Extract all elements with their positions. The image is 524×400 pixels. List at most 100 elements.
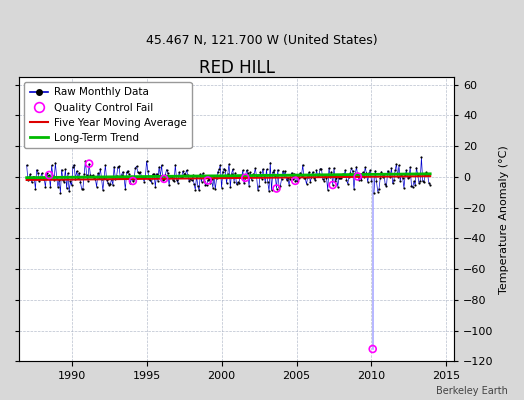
Point: [206, 179, 214, 186]
Point: [237, 174, 246, 181]
Point: [166, 172, 174, 179]
Point: [374, 188, 382, 195]
Point: [196, 171, 204, 178]
Point: [391, 166, 399, 173]
Point: [161, 172, 170, 178]
Point: [313, 173, 322, 180]
Point: [191, 186, 200, 193]
Point: [241, 174, 249, 181]
Point: [66, 178, 74, 185]
Point: [340, 173, 348, 180]
Point: [411, 182, 419, 188]
Point: [272, 185, 281, 192]
Point: [169, 177, 177, 183]
Point: [201, 182, 210, 188]
Point: [160, 176, 168, 182]
Point: [290, 170, 298, 177]
Point: [323, 187, 332, 193]
Point: [286, 176, 294, 182]
Point: [423, 172, 432, 178]
Point: [37, 170, 46, 176]
Point: [329, 182, 337, 188]
Point: [115, 163, 123, 170]
Point: [271, 173, 279, 179]
Point: [375, 186, 383, 192]
Point: [270, 167, 278, 174]
Point: [364, 179, 372, 185]
Point: [381, 181, 389, 188]
Point: [124, 168, 132, 174]
Point: [199, 170, 207, 177]
Point: [251, 165, 259, 172]
Point: [302, 181, 311, 187]
Point: [85, 160, 93, 167]
Point: [355, 177, 363, 184]
Point: [59, 176, 67, 183]
Point: [99, 187, 107, 193]
Point: [267, 187, 276, 193]
Point: [341, 167, 350, 173]
Point: [405, 174, 413, 180]
Point: [345, 174, 353, 180]
Point: [80, 171, 89, 178]
Point: [397, 172, 406, 178]
Point: [181, 171, 190, 178]
Point: [202, 182, 211, 189]
Point: [137, 174, 146, 180]
Point: [346, 169, 354, 176]
Point: [25, 174, 34, 180]
Point: [102, 176, 111, 183]
Point: [215, 166, 223, 172]
Point: [190, 181, 198, 188]
Point: [85, 160, 93, 167]
Point: [173, 180, 182, 186]
Point: [156, 172, 165, 179]
Point: [45, 172, 53, 178]
Point: [209, 184, 217, 191]
Point: [241, 174, 249, 181]
Point: [305, 169, 313, 175]
Point: [72, 168, 81, 174]
Point: [336, 175, 344, 182]
Point: [89, 172, 97, 178]
Point: [272, 185, 281, 192]
Point: [265, 188, 273, 194]
Point: [46, 184, 54, 191]
Point: [171, 162, 180, 168]
Point: [180, 170, 188, 177]
Point: [362, 170, 370, 177]
Point: [263, 166, 271, 172]
Point: [123, 169, 131, 176]
Point: [307, 174, 315, 180]
Point: [125, 171, 133, 177]
Point: [111, 176, 119, 182]
Point: [64, 170, 72, 176]
Point: [214, 169, 222, 175]
Point: [113, 173, 121, 179]
Point: [68, 182, 76, 188]
Point: [354, 173, 362, 180]
Point: [198, 178, 206, 185]
Point: [62, 185, 71, 192]
Point: [319, 176, 327, 182]
Point: [331, 178, 340, 184]
Point: [228, 166, 237, 172]
Point: [160, 176, 168, 182]
Point: [246, 169, 255, 176]
Point: [253, 173, 261, 179]
Point: [217, 184, 226, 191]
Point: [240, 180, 248, 186]
Point: [154, 178, 162, 184]
Point: [330, 165, 338, 171]
Point: [396, 178, 405, 184]
Point: [235, 179, 243, 186]
Point: [371, 168, 379, 174]
Point: [269, 169, 277, 176]
Point: [384, 168, 392, 174]
Point: [182, 167, 191, 174]
Point: [320, 177, 328, 184]
Point: [277, 176, 286, 182]
Point: [147, 180, 156, 186]
Point: [417, 154, 425, 160]
Point: [204, 177, 212, 184]
